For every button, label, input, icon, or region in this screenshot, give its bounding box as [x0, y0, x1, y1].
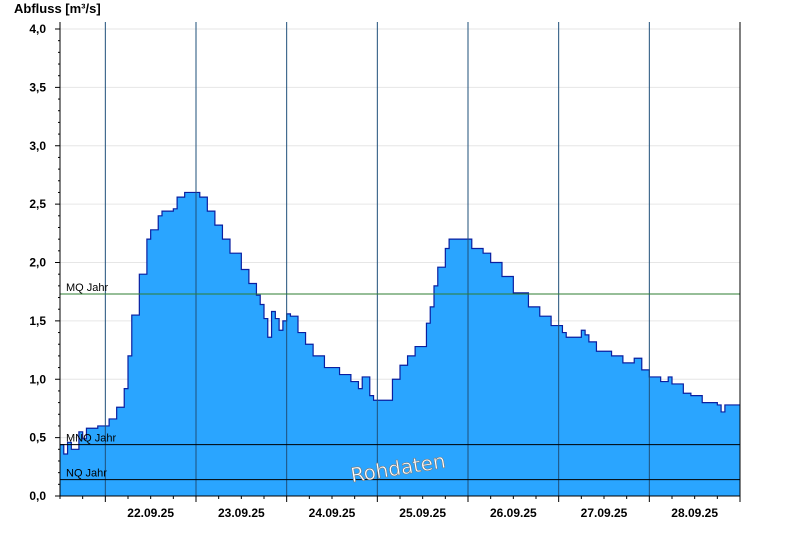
y-axis-title: Abfluss [m³/s]	[14, 1, 101, 16]
day-separator-lines	[104, 22, 650, 496]
y-tick-label-3: 1,5	[29, 314, 46, 328]
x-tick-label-3: 25.09.25	[399, 506, 446, 520]
y-tick-label-6: 3,0	[29, 139, 46, 153]
x-tick-label-2: 24.09.25	[309, 506, 356, 520]
reference-lines: MQ Jahr MNQ Jahr NQ Jahr	[60, 282, 740, 481]
ref-label-1: MNQ Jahr	[66, 433, 116, 445]
y-tick-label-0: 0,0	[29, 489, 46, 503]
y-tick-label-4: 2,0	[29, 256, 46, 270]
x-tick-label-4: 26.09.25	[490, 506, 537, 520]
axes	[55, 22, 741, 502]
y-tick-label-1: 0,5	[29, 431, 46, 445]
y-tick-label-8: 4,0	[29, 22, 46, 36]
y-tick-label-2: 1,0	[29, 372, 46, 386]
discharge-area	[60, 192, 740, 497]
discharge-series	[60, 191, 740, 497]
x-tick-label-6: 28.09.25	[671, 506, 718, 520]
discharge-line	[60, 191, 740, 455]
x-tick-labels: 22.09.25 23.09.25 24.09.25 25.09.25 26.09.25…	[127, 506, 718, 520]
ref-label-2: NQ Jahr	[66, 468, 107, 480]
x-tick-label-0: 22.09.25	[127, 506, 174, 520]
y-tick-label-5: 2,5	[29, 197, 46, 211]
y-tick-labels: 0,0 0,5 1,0 1,5 2,0 2,5 3,0 3,5 4,0	[29, 22, 46, 503]
ref-label-0: MQ Jahr	[66, 282, 109, 294]
x-tick-label-1: 23.09.25	[218, 506, 265, 520]
y-tick-label-7: 3,5	[29, 80, 46, 94]
x-tick-label-5: 27.09.25	[581, 506, 628, 520]
